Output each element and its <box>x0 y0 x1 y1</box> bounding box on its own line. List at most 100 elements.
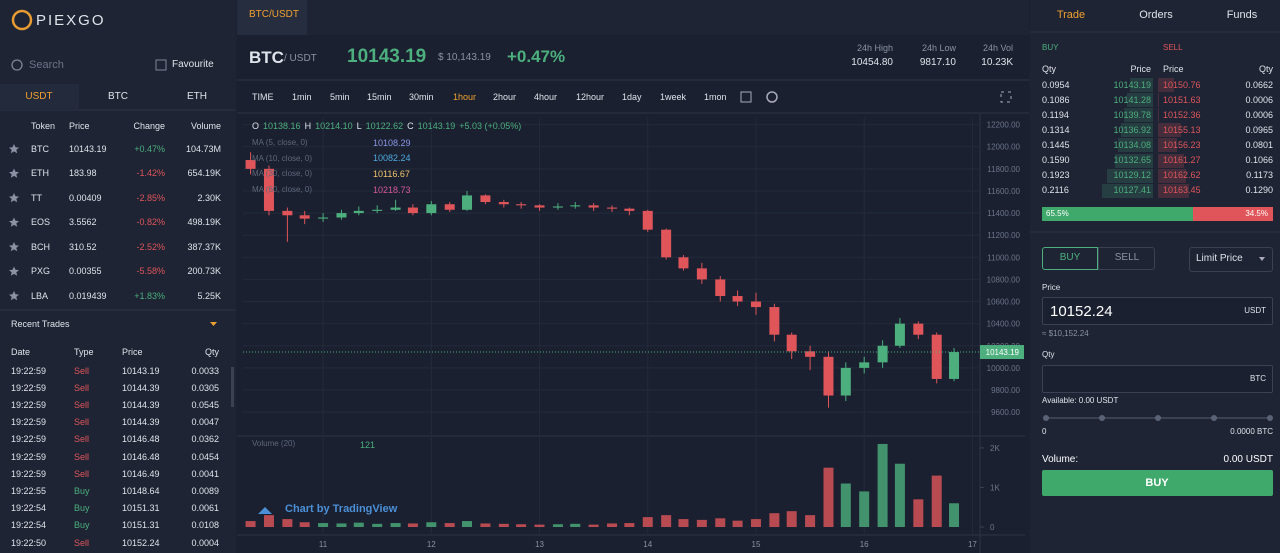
market-cell[interactable]: PXG <box>31 266 51 276</box>
depth-bar <box>1158 138 1178 153</box>
volume-tick-label: 0 <box>990 523 995 532</box>
trade-cell: 10152.24 <box>122 537 160 548</box>
candle-body <box>353 210 364 214</box>
interval-button[interactable]: 1week <box>660 91 687 102</box>
indicator-name[interactable]: MA (30, close, 0) <box>252 169 313 179</box>
indicator-name[interactable]: MA (5, close, 0) <box>252 138 308 147</box>
trade-cell: Sell <box>74 417 90 428</box>
volume-bar <box>624 523 635 527</box>
interval-button[interactable]: 1min <box>292 91 312 102</box>
interval-button[interactable]: 30min <box>409 91 434 102</box>
volume-bar <box>336 523 347 527</box>
book-qty: 0.1590 <box>1042 155 1070 165</box>
market-tab[interactable]: USDT <box>25 91 53 102</box>
book-qty: 0.0662 <box>1245 79 1273 90</box>
trade-cell: 0.0545 <box>191 399 219 410</box>
ticker-change: +0.47% <box>507 46 566 66</box>
pair-tab[interactable]: BTC/USDT <box>249 9 299 20</box>
ohlc-key: H <box>304 121 312 131</box>
indicator-name[interactable]: MA (10, close, 0) <box>252 153 313 163</box>
favourite-label[interactable]: Favourite <box>172 59 214 70</box>
candle-body <box>318 217 329 219</box>
ohlc-key: L <box>356 121 362 131</box>
candle-body <box>480 195 491 203</box>
y-tick-label: 9600.00 <box>991 408 1020 417</box>
star-icon <box>8 217 19 227</box>
right-panel <box>1030 0 1280 553</box>
market-cell[interactable]: EOS <box>31 217 51 227</box>
buy-button[interactable] <box>1042 470 1273 496</box>
search-input[interactable]: Search <box>29 58 64 71</box>
market-cell: 104.73M <box>185 143 221 154</box>
logo-icon <box>11 9 33 31</box>
x-tick-label: 15 <box>752 540 761 549</box>
interval-button[interactable]: 12hour <box>576 91 605 102</box>
market-cell[interactable]: TT <box>31 192 42 203</box>
ohlc-value: 10122.62 <box>365 121 404 131</box>
qty-unit: BTC <box>1250 374 1266 383</box>
interval-button[interactable]: 1day <box>622 91 642 102</box>
market-tab[interactable]: BTC <box>108 91 128 102</box>
volume-bar <box>552 524 563 527</box>
interval-button[interactable]: TIME <box>252 91 274 102</box>
depth-bar <box>1121 123 1153 138</box>
interval-button[interactable]: 1hour <box>453 91 477 102</box>
book-price: 10150.76 <box>1163 79 1201 90</box>
market-cell: +1.83% <box>134 290 165 301</box>
watermark[interactable]: Chart by TradingView <box>285 502 398 515</box>
depth-bar <box>1158 78 1174 92</box>
interval-button[interactable]: 2hour <box>493 91 517 102</box>
market-cell: 3.5562 <box>69 217 97 227</box>
trade-cell: 19:22:59 <box>11 468 47 479</box>
slider-min: 0 <box>1042 427 1047 436</box>
market-tab[interactable]: ETH <box>187 91 207 102</box>
book-qty: 0.1314 <box>1042 124 1070 135</box>
panel-tab[interactable]: Orders <box>1139 8 1173 21</box>
y-tick-label: 10600.00 <box>987 298 1021 307</box>
volume-bar <box>570 523 581 527</box>
interval-button[interactable]: 1mon <box>704 91 727 102</box>
price-input[interactable] <box>1042 297 1273 325</box>
panel-tab[interactable]: Trade <box>1056 8 1086 21</box>
buy-button-label[interactable]: BUY <box>1145 476 1169 489</box>
trade-cell: Sell <box>74 365 90 376</box>
book-title: SELL <box>1163 43 1183 52</box>
depth-bar <box>1158 168 1187 183</box>
market-cell: 10143.19 <box>69 143 107 154</box>
market-cell: 0.019439 <box>69 290 107 301</box>
column-header: Price <box>1130 63 1151 74</box>
book-price: 10143.19 <box>1113 79 1151 90</box>
star-icon <box>8 144 19 154</box>
ohlc-key: O <box>252 121 260 131</box>
favourite-checkbox[interactable] <box>155 59 167 71</box>
market-cell[interactable]: LBA <box>31 290 49 301</box>
volume-bar <box>245 521 256 527</box>
x-tick-label: 14 <box>643 540 652 549</box>
indicator-name[interactable]: MA (60, close, 0) <box>252 185 313 195</box>
slider-dot <box>1099 415 1105 421</box>
interval-button[interactable]: 4hour <box>534 91 558 102</box>
interval-button[interactable]: 5min <box>330 91 350 102</box>
volume-bar <box>931 475 942 527</box>
market-cell[interactable]: ETH <box>31 168 49 178</box>
book-qty: 0.1066 <box>1245 155 1273 165</box>
candle-body <box>715 279 726 297</box>
market-cell[interactable]: BCH <box>31 241 51 252</box>
order-type-select[interactable] <box>1189 247 1273 272</box>
market-cell[interactable]: BTC <box>31 143 49 154</box>
side-buy[interactable] <box>1042 247 1098 270</box>
trade-cell: 19:22:54 <box>11 503 47 514</box>
interval-button[interactable]: 15min <box>367 91 392 102</box>
candle-body <box>516 204 527 206</box>
trade-cell: 10151.31 <box>122 503 160 514</box>
logo-text: PIEXGO <box>36 11 106 29</box>
book-price: 10155.13 <box>1163 124 1201 135</box>
volume-bar <box>769 513 780 527</box>
volume-legend: Volume (20) <box>252 439 296 448</box>
qty-input[interactable] <box>1042 365 1273 393</box>
side-sell[interactable] <box>1098 247 1155 270</box>
panel-tab[interactable]: Funds <box>1226 8 1258 21</box>
y-tick-label: 11000.00 <box>987 253 1020 262</box>
